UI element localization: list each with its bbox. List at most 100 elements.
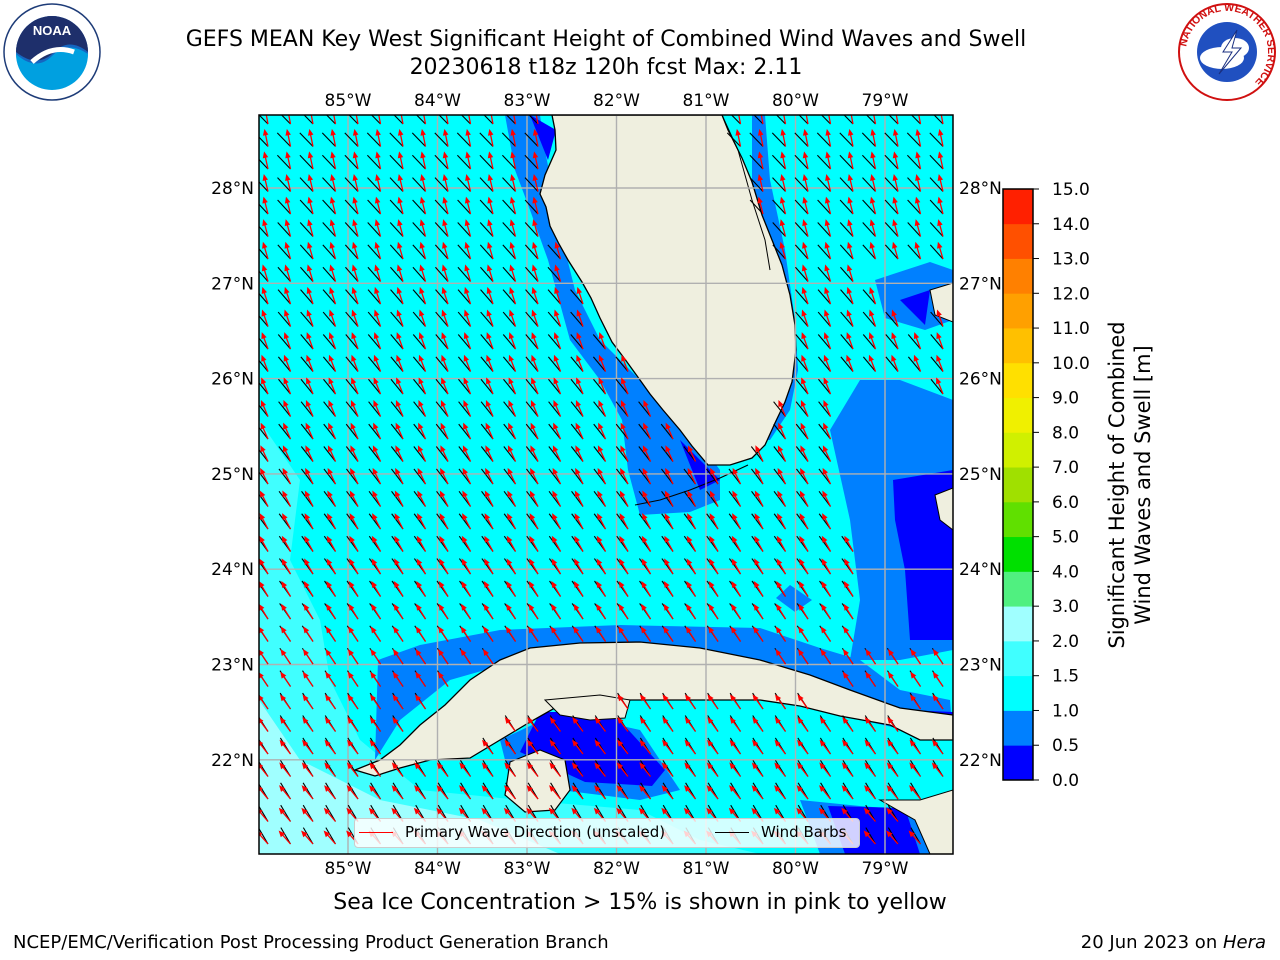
wave-arrow-head (483, 581, 490, 589)
wind-barb (929, 222, 944, 237)
wave-arrow-head (504, 762, 511, 770)
wave-arrow-head (706, 762, 714, 770)
wind-barb (750, 446, 764, 462)
wave-arrow-head (571, 785, 578, 792)
wave-arrow-head (864, 785, 871, 792)
wind-barb (615, 378, 629, 395)
wave-arrow-head (415, 626, 422, 634)
wave-arrow-head (532, 173, 539, 181)
cuba-landmass (353, 641, 953, 777)
wave-arrow-head (619, 535, 625, 543)
wave-arrow-head (551, 603, 557, 611)
wave-arrow-head (526, 785, 533, 792)
wave-arrow (873, 115, 877, 125)
wave-arrow-head (397, 173, 404, 181)
wave-arrow-head (330, 128, 336, 136)
wind-barb (884, 199, 899, 215)
wave-arrow-head (752, 717, 759, 724)
wave-arrow-head (910, 694, 917, 702)
wave-arrow-head (729, 762, 736, 770)
wave-arrow-head (442, 128, 449, 136)
wave-arrow-head (417, 445, 424, 453)
wind-barb (390, 334, 404, 350)
wave-arrow-head (706, 807, 713, 815)
wave-arrow-head (777, 513, 783, 521)
wave-arrow-head (281, 535, 288, 543)
wind-barb (412, 356, 426, 372)
colorbar-tick-label: 6.0 (1052, 493, 1079, 513)
wave-arrow-head (352, 151, 359, 159)
wave-arrow-head (617, 739, 624, 747)
wind-barb (435, 334, 449, 350)
wave-arrow-head (847, 219, 853, 227)
wave-arrow-head (531, 377, 537, 385)
wind-barb (259, 359, 269, 372)
wind-barb (773, 446, 786, 462)
colorbar-tick-label: 8.0 (1052, 423, 1079, 443)
wave-arrow-head (936, 354, 942, 362)
wave-arrow-head (420, 173, 426, 181)
colorbar-swatch (1003, 397, 1033, 433)
wave-arrow-head (284, 241, 290, 249)
wave-arrow-head (826, 106, 832, 113)
wave-arrow-head (618, 581, 625, 589)
wave-arrow-head (869, 309, 875, 317)
wind-barb (798, 115, 809, 125)
wave-arrow-head (799, 490, 806, 498)
wave-arrow-head (596, 603, 602, 611)
wind-barb (390, 311, 404, 327)
wave-arrow-head (328, 377, 334, 385)
wind-barb (276, 154, 291, 170)
wave-arrow (490, 115, 494, 125)
wave-arrow-head (846, 332, 852, 340)
wave-arrow-head (530, 422, 536, 430)
wave-arrow-head (440, 445, 446, 453)
wave-arrow-head (307, 128, 314, 136)
wave-arrow-head (307, 151, 314, 159)
wave-arrow-head (735, 128, 741, 136)
wind-barb (501, 154, 516, 170)
wind-barb (299, 154, 314, 170)
wind-barb (502, 244, 516, 260)
wave-arrow-head (416, 581, 423, 589)
wind-barb (435, 311, 449, 327)
wave-arrow-head (418, 422, 424, 430)
lat-tick-label-left: 25°N (211, 465, 254, 485)
wind-barb (930, 356, 944, 372)
wave-arrow-head (686, 581, 693, 589)
wind-barb (344, 177, 359, 192)
wave-arrow-head (395, 399, 402, 408)
wave-arrow-head (574, 513, 581, 521)
colorbar-tick-label: 12.0 (1052, 284, 1090, 304)
wave-arrow-head (841, 807, 848, 815)
wave-arrow-head (684, 785, 691, 792)
wave-arrow-head (869, 241, 875, 249)
wind-barb (276, 132, 291, 147)
wave-arrow-head (642, 445, 649, 453)
wave-arrow-head (285, 151, 291, 159)
wave-arrow-head (393, 603, 400, 611)
wind-barb (457, 244, 471, 260)
wind-barb (818, 378, 831, 395)
wave-arrow-head (371, 581, 378, 589)
wind-barb (367, 244, 381, 260)
wave-arrow-head (370, 649, 377, 656)
wind-barb (502, 334, 516, 350)
wind-barb (524, 177, 539, 192)
wave-arrow (760, 115, 764, 125)
cuba-south-coast (543, 694, 631, 721)
wind-barb (390, 356, 404, 372)
wave-arrow-head (729, 785, 736, 792)
wave-arrow-head (346, 807, 353, 815)
wave-arrow-head (506, 581, 513, 589)
wind-barb (277, 199, 291, 215)
colorbar-label-line2: Wind Waves and Swell [m] (1131, 345, 1155, 625)
wind-barb (280, 115, 291, 125)
wind-barb (434, 222, 449, 237)
wave-arrow-head (352, 241, 358, 249)
wind-barb (862, 222, 876, 237)
wave-arrow-head (460, 626, 467, 634)
wave-arrow-head (869, 219, 876, 227)
wave-arrow-head (732, 490, 738, 498)
wave-arrow-head (349, 513, 356, 521)
